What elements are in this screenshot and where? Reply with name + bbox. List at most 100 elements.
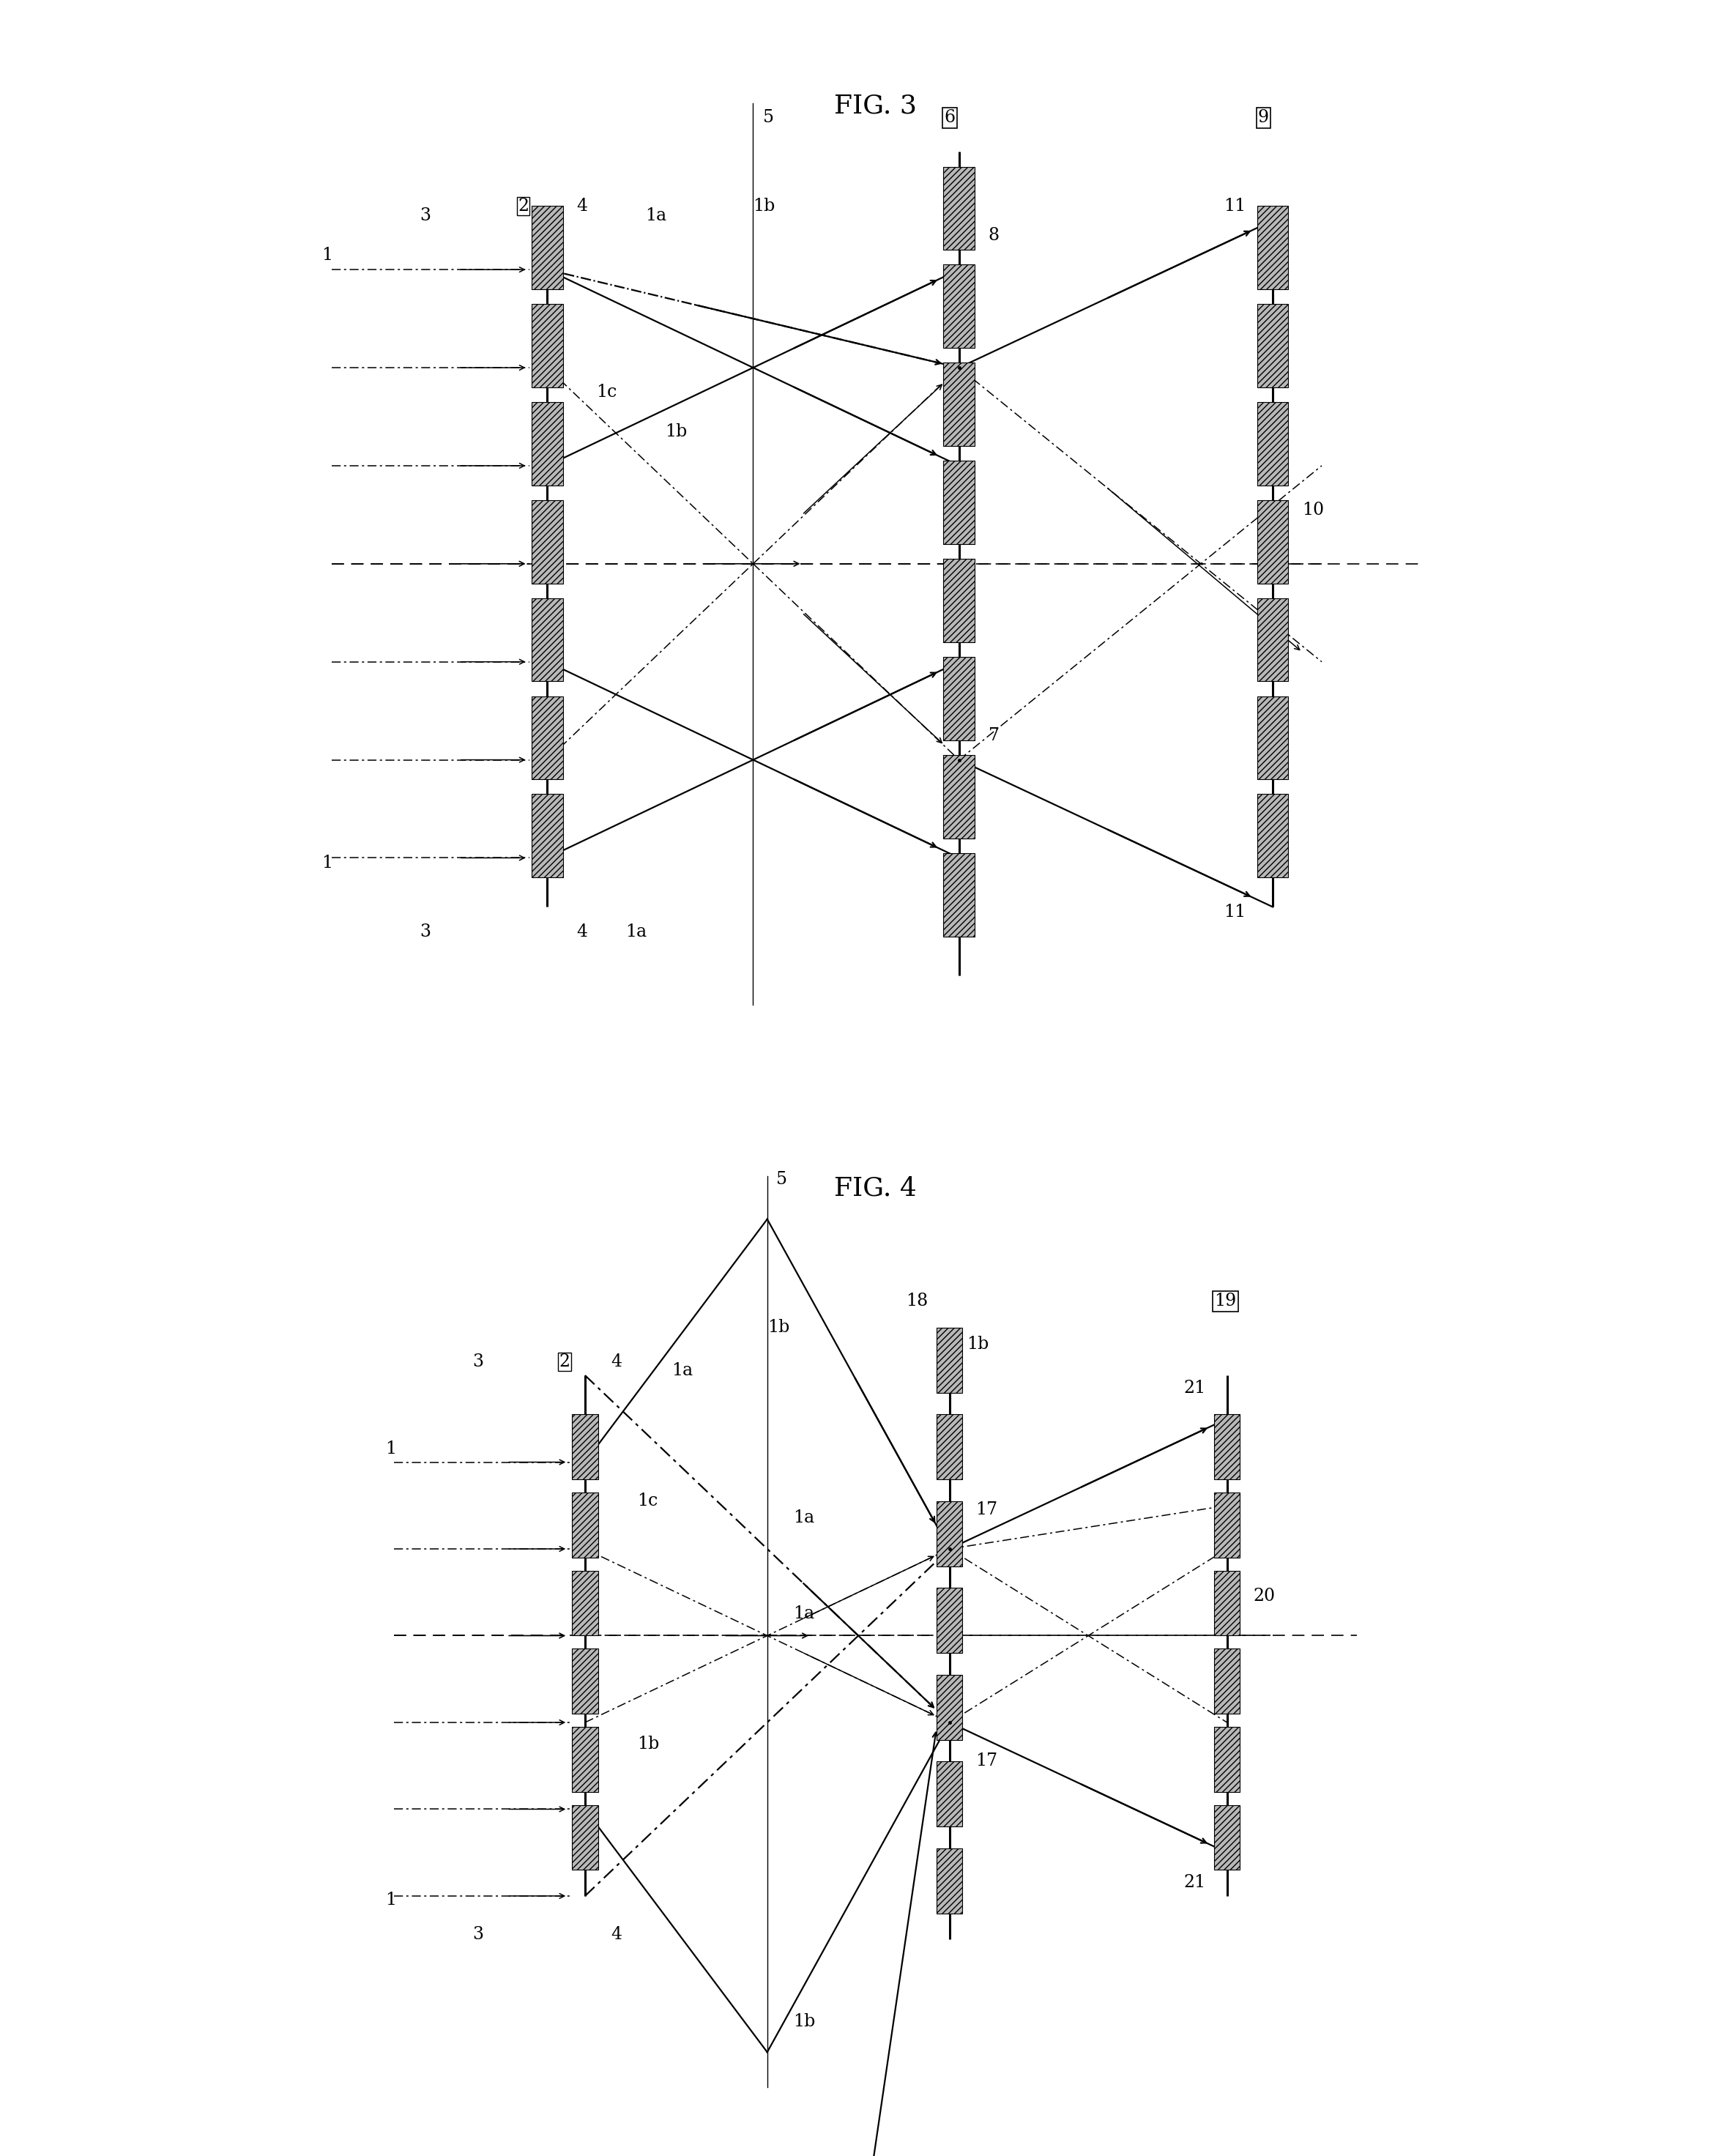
Text: 1c: 1c <box>636 1492 657 1509</box>
Text: 7: 7 <box>988 727 999 744</box>
Bar <box>1257 793 1288 877</box>
Bar <box>943 166 975 250</box>
Bar <box>1257 205 1288 289</box>
Bar <box>936 1848 962 1912</box>
Text: 4: 4 <box>610 1925 623 1943</box>
Bar <box>572 1492 598 1557</box>
Bar <box>572 1492 598 1557</box>
Bar <box>936 1761 962 1826</box>
Bar <box>936 1675 962 1740</box>
Text: 1a: 1a <box>792 1509 815 1526</box>
Bar <box>943 362 975 446</box>
Text: 1c: 1c <box>596 384 617 401</box>
Bar <box>1214 1570 1240 1636</box>
Text: 1b: 1b <box>968 1337 988 1354</box>
Bar <box>572 1649 598 1714</box>
Bar <box>532 500 564 584</box>
Bar <box>532 696 564 780</box>
Bar <box>943 265 975 347</box>
Text: 17: 17 <box>976 1501 997 1518</box>
Bar <box>943 558 975 642</box>
Bar <box>1257 500 1288 584</box>
Bar <box>943 265 975 347</box>
Bar <box>572 1727 598 1792</box>
Bar <box>532 205 564 289</box>
Bar <box>936 1414 962 1479</box>
Bar <box>1214 1805 1240 1869</box>
Bar <box>532 401 564 485</box>
Bar <box>1257 205 1288 289</box>
Bar <box>572 1805 598 1869</box>
Text: 18: 18 <box>907 1294 928 1309</box>
Bar <box>1214 1492 1240 1557</box>
Bar <box>1257 696 1288 780</box>
Bar <box>532 696 564 780</box>
Bar <box>936 1414 962 1479</box>
Bar <box>532 304 564 388</box>
Text: 4: 4 <box>610 1354 623 1371</box>
Text: 1: 1 <box>385 1440 397 1457</box>
Bar <box>1214 1649 1240 1714</box>
Text: 17: 17 <box>976 1753 997 1770</box>
Bar <box>532 793 564 877</box>
Bar <box>532 401 564 485</box>
Bar <box>1214 1570 1240 1636</box>
Text: 3: 3 <box>472 1925 484 1943</box>
Text: 1b: 1b <box>664 423 687 440</box>
Text: 1: 1 <box>323 246 333 263</box>
Text: 21: 21 <box>1184 1874 1205 1891</box>
Text: 6: 6 <box>945 110 955 127</box>
Text: 5: 5 <box>763 110 773 127</box>
Bar <box>572 1805 598 1869</box>
Text: 1a: 1a <box>626 923 647 940</box>
Text: 1a: 1a <box>792 1604 815 1621</box>
Bar <box>532 304 564 388</box>
Bar <box>943 558 975 642</box>
Bar <box>1214 1727 1240 1792</box>
Bar <box>532 597 564 681</box>
Bar <box>943 854 975 936</box>
Bar <box>1257 597 1288 681</box>
Text: 1b: 1b <box>636 1736 659 1753</box>
Text: 3: 3 <box>420 923 430 940</box>
Bar <box>532 597 564 681</box>
Text: 19: 19 <box>1214 1294 1236 1309</box>
Bar <box>943 362 975 446</box>
Bar <box>943 755 975 839</box>
Bar <box>936 1761 962 1826</box>
Bar <box>936 1501 962 1565</box>
Bar <box>936 1675 962 1740</box>
Bar <box>572 1570 598 1636</box>
Text: 1: 1 <box>323 854 333 871</box>
Bar <box>1214 1805 1240 1869</box>
Bar <box>936 1848 962 1912</box>
Text: 1a: 1a <box>645 207 666 224</box>
Text: 8: 8 <box>988 226 999 244</box>
Bar <box>1214 1414 1240 1479</box>
Bar <box>943 854 975 936</box>
Text: 11: 11 <box>1224 198 1245 213</box>
Bar <box>943 461 975 543</box>
Text: 1: 1 <box>385 1891 397 1908</box>
Text: FIG. 3: FIG. 3 <box>834 93 917 119</box>
Bar <box>532 793 564 877</box>
Text: 9: 9 <box>1257 110 1269 127</box>
Text: 1b: 1b <box>753 198 775 213</box>
Bar <box>572 1414 598 1479</box>
Text: 4: 4 <box>577 198 588 213</box>
Bar <box>532 500 564 584</box>
Bar <box>1257 793 1288 877</box>
Text: FIG. 4: FIG. 4 <box>834 1175 917 1201</box>
Text: 2: 2 <box>518 198 529 213</box>
Text: 1b: 1b <box>792 2014 815 2029</box>
Text: 3: 3 <box>472 1354 484 1371</box>
Text: 3: 3 <box>420 207 430 224</box>
Bar <box>1257 304 1288 388</box>
Text: 20: 20 <box>1254 1587 1274 1604</box>
Bar <box>572 1570 598 1636</box>
Bar <box>1257 500 1288 584</box>
Bar <box>936 1589 962 1654</box>
Bar <box>943 166 975 250</box>
Bar <box>572 1649 598 1714</box>
Bar <box>1257 401 1288 485</box>
